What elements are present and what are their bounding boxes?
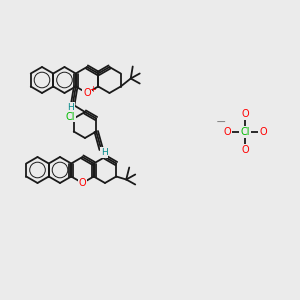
Text: Cl: Cl — [66, 112, 76, 122]
Text: O: O — [79, 178, 86, 188]
Text: O: O — [223, 127, 231, 137]
Text: H: H — [67, 103, 74, 112]
Text: O: O — [241, 109, 249, 119]
Text: Cl: Cl — [240, 127, 250, 137]
Text: +: + — [89, 85, 96, 94]
Text: O: O — [241, 145, 249, 155]
Text: −: − — [216, 116, 226, 128]
Text: O: O — [259, 127, 267, 137]
Text: O: O — [83, 88, 91, 98]
Text: H: H — [101, 148, 108, 157]
